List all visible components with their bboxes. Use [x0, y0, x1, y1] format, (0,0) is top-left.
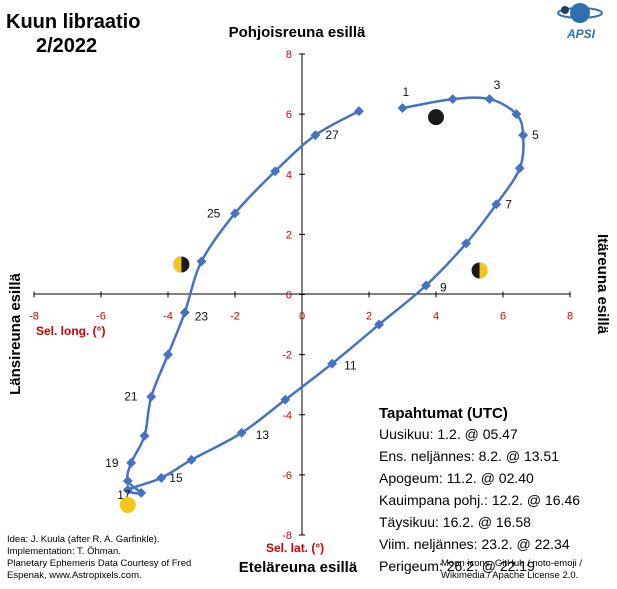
- y-tick-label: -2: [282, 350, 292, 362]
- event-farthest-north: Kauimpana pohj.: 12.2. @ 16.46: [379, 492, 580, 508]
- data-point: [461, 238, 472, 249]
- y-tick-label: 2: [286, 229, 292, 241]
- credits-right: Moon icons: GitHub / noto-emoji / Wikime…: [441, 558, 582, 581]
- credit-line: Planetary Ephemeris Data Courtesy of Fre…: [7, 558, 191, 569]
- x-tick-label: 6: [500, 311, 506, 323]
- apsi-logo: APSI: [557, 3, 603, 41]
- edge-label-north: Pohjoisreuna esillä: [229, 24, 366, 41]
- day-label: 21: [124, 390, 138, 404]
- day-label: 3: [494, 78, 501, 92]
- day-label: 13: [256, 428, 270, 442]
- y-tick-label: 0: [286, 290, 292, 302]
- y-tick-label: 8: [286, 49, 292, 61]
- chart-title-line1: Kuun libraatio: [6, 11, 140, 33]
- y-axis-label: Sel. lat. (°): [266, 541, 324, 555]
- event-last-quarter: Viim. neljännes: 23.2. @ 22.34: [379, 536, 570, 552]
- x-tick-label: -4: [163, 311, 173, 323]
- day-label: 23: [195, 310, 209, 324]
- x-tick-label: -8: [29, 311, 39, 323]
- x-tick-label: 4: [433, 311, 439, 323]
- full-moon-icon: [119, 496, 136, 513]
- data-point: [310, 130, 321, 141]
- chart-title-line2: 2/2022: [36, 35, 97, 57]
- data-point: [421, 280, 431, 291]
- credit-line: Moon icons: GitHub / noto-emoji /: [441, 558, 582, 569]
- data-point: [230, 208, 240, 219]
- y-tick-label: -4: [282, 410, 292, 422]
- data-point: [514, 163, 525, 174]
- data-point: [196, 256, 207, 267]
- day-label: 7: [505, 197, 512, 211]
- events-title: Tapahtumat (UTC): [379, 405, 508, 422]
- day-label: 11: [344, 359, 357, 373]
- axis-ticks: -8 -6 -4 -2 0 2 4 6 8 -8 -6 -4 -2 0 2 4 6 8: [29, 49, 573, 542]
- day-label: 1: [403, 85, 410, 99]
- data-point: [518, 130, 529, 141]
- day-label: 27: [325, 128, 339, 142]
- data-point: [136, 487, 147, 498]
- data-point: [186, 454, 197, 465]
- credit-line: Espenak, www.Astropixels.com.: [7, 570, 142, 581]
- logo-text: APSI: [566, 27, 596, 41]
- credit-line: Wikimedia / Apache License 2.0.: [441, 570, 578, 581]
- data-point: [491, 199, 502, 210]
- data-point: [511, 109, 522, 120]
- event-full-moon: Täysikuu: 16.2. @ 16.58: [379, 514, 531, 530]
- day-label: 15: [169, 471, 183, 485]
- libration-path: [125, 96, 525, 495]
- new-moon-icon: [428, 109, 444, 126]
- edge-label-east: Itäreuna esillä: [594, 234, 611, 335]
- credit-line: Implementation: T. Öhman.: [7, 546, 121, 557]
- event-new-moon: Uusikuu: 1.2. @ 05.47: [379, 426, 518, 442]
- data-point: [374, 319, 384, 330]
- data-point: [327, 358, 338, 369]
- event-apogee: Apogeum: 11.2. @ 02.40: [379, 470, 534, 486]
- x-tick-label: 8: [567, 311, 573, 323]
- moon-phase-icons: [119, 109, 488, 513]
- apsi-planet-logo-icon: [557, 3, 603, 23]
- data-point: [146, 391, 157, 402]
- credit-line: Idea: J. Kuula (after R. A. Garfinkle).: [7, 534, 160, 545]
- y-tick-label: -6: [282, 470, 292, 482]
- y-tick-label: 4: [286, 169, 292, 181]
- first-quarter-icon: [471, 262, 488, 279]
- data-point: [484, 94, 495, 105]
- data-point: [126, 457, 137, 468]
- data-point: [236, 427, 247, 438]
- x-tick-label: -6: [96, 311, 106, 323]
- x-tick-label: 0: [299, 311, 305, 323]
- day-label: 25: [207, 206, 221, 220]
- x-tick-label: 2: [366, 311, 372, 323]
- x-tick-label: -2: [230, 311, 240, 323]
- data-point: [280, 394, 291, 405]
- x-axis-label: Sel. long. (°): [36, 324, 105, 338]
- day-label: 5: [532, 128, 539, 142]
- last-quarter-icon: [173, 256, 190, 273]
- edge-label-west: Länsireuna esillä: [7, 272, 24, 394]
- edge-label-south: Eteläreuna esillä: [239, 559, 358, 576]
- data-point: [397, 103, 408, 114]
- data-point: [163, 349, 173, 360]
- data-point: [354, 106, 364, 117]
- data-point: [156, 472, 167, 483]
- y-tick-label: 6: [286, 109, 292, 121]
- data-point: [139, 430, 150, 441]
- data-point: [179, 307, 190, 318]
- events-panel: Tapahtumat (UTC) Uusikuu: 1.2. @ 05.47 E…: [379, 405, 580, 574]
- y-tick-label: -8: [282, 530, 292, 542]
- credits-left: Idea: J. Kuula (after R. A. Garfinkle). …: [7, 534, 191, 581]
- data-point: [447, 94, 458, 105]
- day-label: 9: [440, 280, 447, 294]
- day-label: 19: [105, 456, 119, 470]
- event-perigee: Perigeum: 26.2. @ 22.19: [379, 558, 535, 574]
- data-point: [270, 166, 281, 177]
- event-first-quarter: Ens. neljännes: 8.2. @ 13.51: [379, 448, 559, 464]
